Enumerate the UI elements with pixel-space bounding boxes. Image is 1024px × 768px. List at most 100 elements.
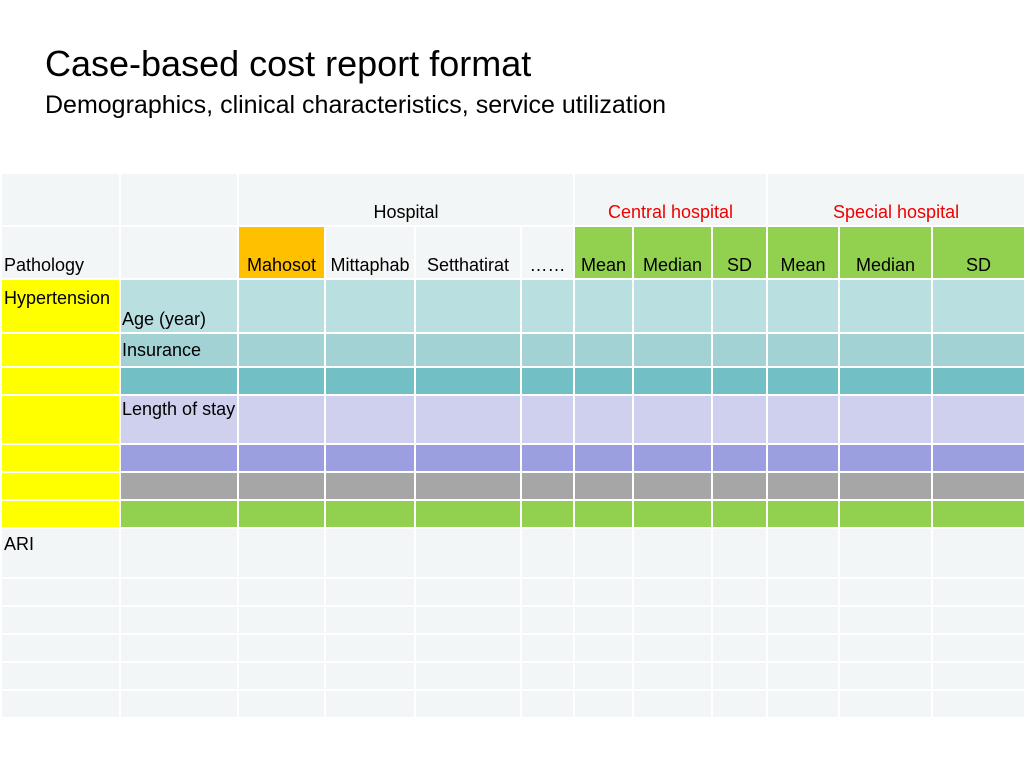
table-cell — [766, 332, 841, 368]
table-cell — [0, 394, 121, 445]
table-cell — [838, 471, 934, 501]
variable-cell-age: Age (year) — [119, 278, 239, 334]
table-cell — [237, 366, 326, 396]
table-cell — [119, 577, 239, 607]
table-cell — [0, 366, 121, 396]
table-cell — [237, 278, 326, 334]
table-cell — [711, 527, 769, 579]
table-cell — [0, 471, 121, 501]
table-cell — [766, 366, 841, 396]
table-cell — [711, 605, 769, 635]
table-cell — [838, 689, 934, 719]
table-cell — [766, 394, 841, 445]
slide-subtitle: Demographics, clinical characteristics, … — [45, 91, 667, 119]
table-cell — [324, 278, 416, 334]
table-cell — [711, 278, 769, 334]
table-row: Length of stay — [0, 394, 1024, 445]
table-cell — [766, 661, 841, 691]
table-cell — [519, 278, 576, 334]
table-cell — [119, 633, 239, 663]
group-header-row: Hospital Central hospital Special hospit… — [0, 172, 1024, 227]
table-cell — [573, 471, 635, 501]
table-row: Insurance — [0, 332, 1024, 368]
table-cell — [632, 689, 714, 719]
table-row: Hypertension Age (year) — [0, 278, 1024, 334]
table-cell — [237, 394, 326, 445]
table-cell — [573, 661, 635, 691]
table-cell — [119, 172, 239, 227]
table-cell — [931, 527, 1024, 579]
pathology-cell-hypertension: Hypertension — [0, 278, 121, 334]
table-cell — [766, 471, 841, 501]
table-cell — [414, 471, 522, 501]
table-cell — [237, 633, 326, 663]
table-cell — [711, 661, 769, 691]
table-cell — [119, 471, 239, 501]
table-cell — [573, 499, 635, 529]
mahosot-column-header: Mahosot — [237, 225, 326, 280]
table-cell — [931, 605, 1024, 635]
table-cell — [119, 605, 239, 635]
table-cell — [573, 577, 635, 607]
table-row — [0, 633, 1024, 663]
table-cell — [632, 499, 714, 529]
table-cell — [838, 278, 934, 334]
table-cell — [711, 366, 769, 396]
table-cell — [0, 577, 121, 607]
table-cell — [414, 366, 522, 396]
table-row — [0, 366, 1024, 396]
special-mean-column-header: Mean — [766, 225, 841, 280]
table-cell — [711, 577, 769, 607]
central-sd-column-header: SD — [711, 225, 769, 280]
table-cell — [931, 633, 1024, 663]
table-cell — [838, 443, 934, 473]
table-row — [0, 471, 1024, 501]
table-cell — [766, 443, 841, 473]
table-row: ARI — [0, 527, 1024, 579]
special-median-column-header: Median — [838, 225, 934, 280]
table-cell — [414, 443, 522, 473]
table-cell — [838, 332, 934, 368]
table-cell — [414, 527, 522, 579]
table-cell — [632, 394, 714, 445]
table-cell — [237, 332, 326, 368]
table-cell — [766, 577, 841, 607]
table-cell — [838, 633, 934, 663]
table-cell — [632, 633, 714, 663]
table-cell — [766, 605, 841, 635]
table-cell — [519, 443, 576, 473]
table-row — [0, 499, 1024, 529]
table-cell — [931, 499, 1024, 529]
table-cell — [931, 689, 1024, 719]
table-cell — [573, 689, 635, 719]
table-cell — [237, 471, 326, 501]
setthatirat-column-header: Setthatirat — [414, 225, 522, 280]
table-cell — [519, 527, 576, 579]
table-cell — [0, 661, 121, 691]
table-cell — [519, 605, 576, 635]
table-cell — [119, 443, 239, 473]
variable-cell-insurance: Insurance — [119, 332, 239, 368]
table-cell — [519, 661, 576, 691]
table-cell — [838, 499, 934, 529]
table-row — [0, 661, 1024, 691]
table-cell — [766, 499, 841, 529]
variable-cell-length-of-stay: Length of stay — [119, 394, 239, 445]
table-cell — [324, 471, 416, 501]
table-cell — [119, 689, 239, 719]
table-cell — [838, 577, 934, 607]
table-cell — [766, 278, 841, 334]
table-cell — [711, 499, 769, 529]
table-cell — [519, 499, 576, 529]
table-cell — [573, 527, 635, 579]
hospital-group-header: Hospital — [236, 172, 576, 227]
table-row — [0, 689, 1024, 719]
table-cell — [0, 332, 121, 368]
table-cell — [414, 577, 522, 607]
special-sd-column-header: SD — [931, 225, 1024, 280]
table-cell — [931, 366, 1024, 396]
table-cell — [324, 443, 416, 473]
table-cell — [632, 661, 714, 691]
table-cell — [237, 577, 326, 607]
special-hospital-group-header: Special hospital — [766, 172, 1024, 227]
